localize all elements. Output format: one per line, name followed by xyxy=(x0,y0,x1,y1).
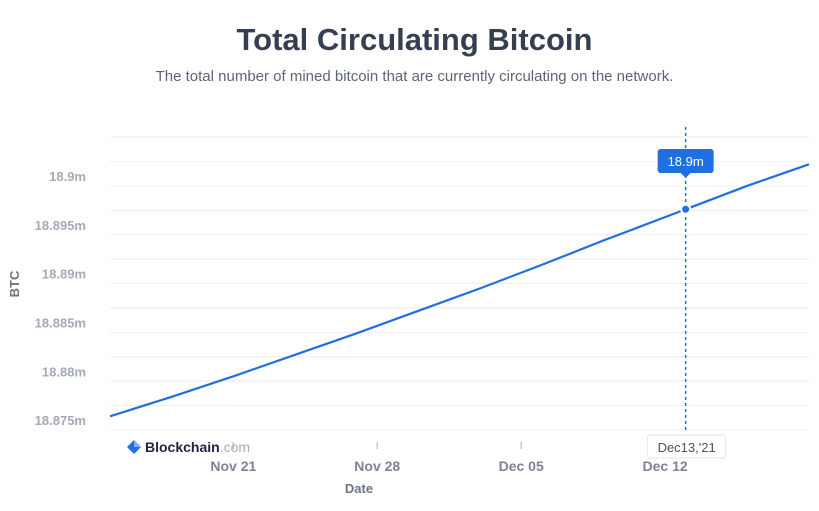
blockchain-logo-icon xyxy=(127,440,141,454)
y-tick-label: 18.895m xyxy=(35,218,86,233)
value-tooltip-label: 18.9m xyxy=(668,154,704,169)
brand-name: Blockchain xyxy=(145,439,220,455)
x-tick-label: Dec 12 xyxy=(643,458,688,474)
y-tick-label: 18.88m xyxy=(42,364,86,379)
x-tick-label: Dec 05 xyxy=(499,458,544,474)
value-tooltip: 18.9m xyxy=(657,149,714,178)
x-axis-ticks: Nov 21 Nov 28 Dec 05 Dec 12 xyxy=(210,442,688,474)
y-axis-title: BTC xyxy=(7,270,22,297)
series-line xyxy=(109,163,810,418)
date-tooltip-box xyxy=(647,434,727,459)
y-tick-label: 18.89m xyxy=(42,267,86,282)
page-subtitle: The total number of mined bitcoin that a… xyxy=(155,68,674,85)
date-tooltip-label: Dec13,'21 xyxy=(658,440,716,455)
grid-lines xyxy=(110,136,809,431)
page-title: Total Circulating Bitcoin xyxy=(236,22,593,57)
date-tooltip: Dec13,'21 xyxy=(647,434,727,459)
value-tooltip-box xyxy=(657,149,714,173)
y-tick-label: 18.9m xyxy=(49,169,86,184)
value-tooltip-arrow xyxy=(680,173,691,178)
highlight-point xyxy=(680,203,692,215)
x-tick-label: Nov 21 xyxy=(210,458,256,474)
x-axis-title: Date xyxy=(345,481,373,496)
svg-text:Blockchain.com: Blockchain.com xyxy=(145,439,250,455)
brand-logo: Blockchain.com xyxy=(127,439,250,455)
y-tick-label: 18.885m xyxy=(35,316,86,331)
brand-tld: .com xyxy=(220,439,250,455)
y-axis-ticks: 18.875m 18.88m 18.885m 18.89m 18.895m 18.9m xyxy=(35,169,86,428)
x-tick-label: Nov 28 xyxy=(354,458,400,474)
y-tick-label: 18.875m xyxy=(35,413,86,428)
